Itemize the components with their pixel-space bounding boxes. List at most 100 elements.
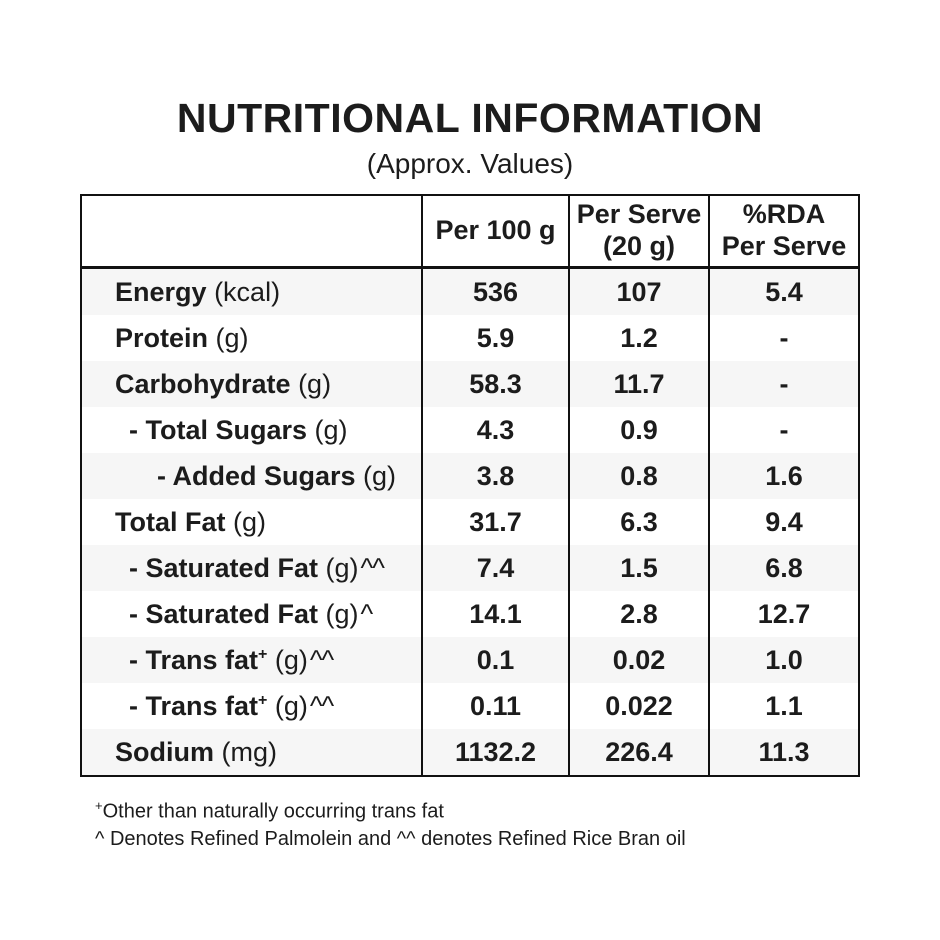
table-row: - Saturated Fat (g)^^ 7.4 1.5 6.8: [81, 545, 859, 592]
header-row: Per 100 g Per Serve (20 g) %RDA Per Serve: [80, 194, 860, 270]
per-100g-cell: 0.11: [421, 683, 569, 730]
table-row: Energy (kcal) 536 107 5.4: [81, 267, 859, 316]
row-name: - Added Sugars: [157, 460, 356, 491]
row-label-cell: Sodium (mg): [81, 729, 422, 776]
table-row: - Saturated Fat (g)^ 14.1 2.8 12.7: [81, 591, 859, 638]
header-rda-line2: Per Serve: [721, 231, 847, 262]
per-serve-cell: 226.4: [568, 729, 709, 777]
row-unit: (g): [274, 690, 308, 721]
per-serve-cell: 0.9: [568, 407, 709, 454]
rda-per-serve-cell: 6.8: [708, 545, 859, 592]
per-100g-cell: 58.3: [421, 361, 569, 408]
row-name: - Saturated Fat: [129, 598, 319, 629]
page-subtitle: (Approx. Values): [366, 148, 574, 180]
header-per-serve: Per Serve (20 g): [568, 194, 710, 270]
rda-per-serve-cell: -: [708, 315, 859, 362]
row-unit: (kcal): [214, 276, 281, 307]
table-row: - Added Sugars (g) 3.8 0.8 1.6: [81, 453, 859, 500]
header-rda-line1: %RDA: [742, 199, 826, 230]
footnote-trans-fat-text: Other than naturally occurring trans fat: [102, 800, 444, 823]
table-row: - Total Sugars (g) 4.3 0.9-: [81, 407, 859, 454]
row-label-cell: - Total Sugars (g): [81, 407, 422, 453]
per-serve-cell: 107: [568, 267, 709, 316]
footnote-plus-marker: +: [95, 798, 103, 814]
per-serve-cell: 2.8: [568, 591, 709, 638]
row-name: - Saturated Fat: [129, 552, 319, 583]
header-per-serve-line2: (20 g): [602, 231, 675, 262]
table-row: - Trans fat+ (g)^^ 0.1 0.02 1.0: [81, 637, 859, 684]
rda-per-serve-cell: -: [708, 407, 859, 454]
row-unit: (g): [298, 368, 332, 399]
nutrition-table: Per 100 g Per Serve (20 g) %RDA Per Serve …: [80, 194, 860, 778]
table-row: Protein (g) 5.9 1.2-: [81, 315, 859, 362]
footnote-oils: ^ Denotes Refined Palmolein and ^^ denot…: [95, 826, 859, 853]
row-unit: (g): [325, 552, 359, 583]
rda-per-serve-cell: 1.6: [708, 453, 859, 500]
row-oil-marker: ^^: [360, 552, 385, 583]
per-100g-cell: 14.1: [421, 591, 569, 638]
row-label-cell: - Trans fat+ (g)^^: [81, 637, 422, 683]
rda-per-serve-cell: 9.4: [708, 499, 859, 546]
row-unit: (g): [325, 598, 359, 629]
per-100g-cell: 536: [421, 267, 569, 316]
row-oil-marker: ^^: [309, 690, 334, 721]
header-per-100g: Per 100 g: [421, 194, 570, 270]
rda-per-serve-cell: 5.4: [708, 267, 859, 316]
footnote-oils-text: ^ Denotes Refined Palmolein and ^^ denot…: [95, 827, 686, 850]
rda-per-serve-cell: 1.0: [708, 637, 859, 684]
footnote-trans-fat: +Other than naturally occurring trans fa…: [95, 792, 859, 826]
row-label-cell: Energy (kcal): [81, 268, 422, 316]
header-rda-per-serve: %RDA Per Serve: [708, 194, 860, 270]
row-label-cell: Protein (g): [81, 315, 422, 361]
row-name: Carbohydrate: [115, 368, 291, 399]
row-name: - Trans fat: [129, 690, 259, 721]
per-serve-cell: 1.2: [568, 315, 709, 362]
per-serve-cell: 0.02: [568, 637, 709, 684]
per-100g-cell: 0.1: [421, 637, 569, 684]
row-name: Total Fat: [115, 506, 226, 537]
row-name: - Trans fat: [129, 644, 259, 675]
row-label-cell: - Saturated Fat (g)^: [81, 591, 422, 637]
rda-per-serve-cell: -: [708, 361, 859, 408]
row-oil-marker: ^^: [309, 644, 334, 675]
row-name-superscript: +: [258, 691, 268, 709]
header-per-100g-label: Per 100 g: [435, 215, 556, 246]
per-serve-cell: 11.7: [568, 361, 709, 408]
per-100g-cell: 31.7: [421, 499, 569, 546]
row-label-cell: - Trans fat+ (g)^^: [81, 683, 422, 729]
row-name: Sodium: [115, 736, 214, 767]
row-unit: (g): [215, 322, 249, 353]
per-serve-cell: 1.5: [568, 545, 709, 592]
footnotes: +Other than naturally occurring trans fa…: [81, 792, 859, 853]
header-per-serve-line1: Per Serve: [576, 199, 702, 230]
row-label-cell: Carbohydrate (g): [81, 361, 422, 407]
header-empty-cell: [80, 194, 423, 270]
row-name: Protein: [115, 322, 209, 353]
per-serve-cell: 6.3: [568, 499, 709, 546]
per-100g-cell: 5.9: [421, 315, 569, 362]
row-unit: (g): [274, 644, 308, 675]
row-unit: (g): [363, 460, 397, 491]
per-100g-cell: 3.8: [421, 453, 569, 500]
row-unit: (g): [314, 414, 348, 445]
row-label-cell: Total Fat (g): [81, 499, 422, 545]
row-label-cell: - Saturated Fat (g)^^: [81, 545, 422, 591]
row-oil-marker: ^: [360, 598, 374, 629]
per-100g-cell: 1132.2: [421, 729, 569, 777]
page-title: NUTRITIONAL INFORMATION: [176, 95, 764, 141]
per-100g-cell: 4.3: [421, 407, 569, 454]
row-name: Energy: [115, 276, 207, 307]
rda-per-serve-cell: 1.1: [708, 683, 859, 730]
table-row: Carbohydrate (g) 58.3 11.7-: [81, 361, 859, 408]
rda-per-serve-cell: 12.7: [708, 591, 859, 638]
table-row: Total Fat (g) 31.7 6.3 9.4: [81, 499, 859, 546]
per-serve-cell: 0.8: [568, 453, 709, 500]
row-label-cell: - Added Sugars (g): [81, 453, 422, 499]
row-name-superscript: +: [258, 645, 268, 663]
per-serve-cell: 0.022: [568, 683, 709, 730]
rda-per-serve-cell: 11.3: [708, 729, 859, 777]
table-row: - Trans fat+ (g)^^ 0.11 0.022 1.1: [81, 683, 859, 730]
row-unit: (mg): [221, 736, 278, 767]
row-unit: (g): [233, 506, 267, 537]
